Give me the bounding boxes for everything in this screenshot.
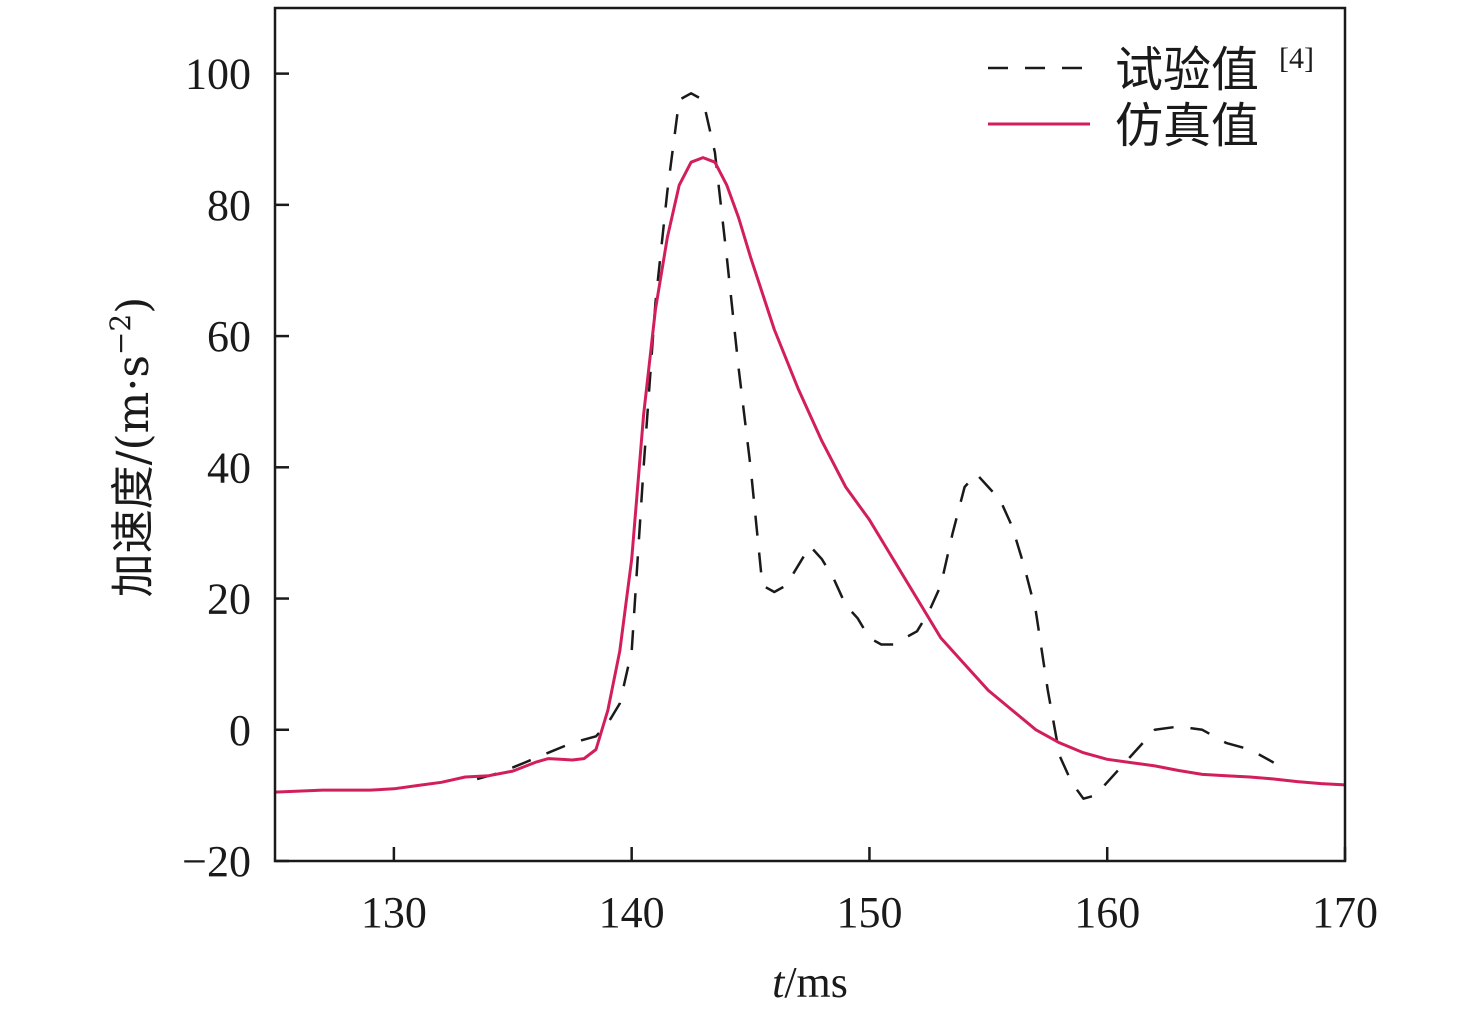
y-axis-title-main: 加速度/(m·s [108, 355, 159, 597]
y-tick-label: 0 [229, 706, 251, 755]
x-tick-label: 170 [1312, 888, 1378, 937]
y-axis-title: 加速度/(m·s−2) [104, 297, 159, 598]
y-axis-title-exponent: −2 [104, 314, 137, 355]
x-axis: 130 140 150 160 170 [361, 847, 1378, 937]
y-tick-label: 40 [207, 443, 251, 492]
x-tick-label: 160 [1074, 888, 1140, 937]
legend-label-simulation: 仿真值 [1115, 98, 1259, 154]
legend: 试验值 [4] 仿真值 [988, 42, 1314, 154]
y-axis: −20 0 20 40 60 80 100 [182, 50, 289, 886]
x-tick-label: 150 [836, 888, 902, 937]
legend-label-experiment: 试验值 [1115, 42, 1259, 98]
y-tick-label: 80 [207, 181, 251, 230]
x-axis-title-unit: /ms [784, 958, 848, 1007]
legend-ref-experiment: [4] [1279, 42, 1314, 75]
x-axis-title: t/ms [772, 958, 848, 1007]
plot-lines [274, 92, 1346, 800]
x-tick-label: 130 [361, 888, 427, 937]
series-line-experiment [476, 92, 1275, 800]
y-tick-label: 100 [185, 50, 251, 99]
y-tick-label: 20 [207, 575, 251, 624]
y-tick-label: −20 [182, 837, 251, 886]
y-tick-label: 60 [207, 312, 251, 361]
x-axis-title-var: t [772, 958, 786, 1007]
y-axis-title-close: ) [108, 297, 159, 314]
x-tick-label: 140 [599, 888, 665, 937]
plot-frame [273, 6, 1347, 863]
series-line-simulation [274, 156, 1346, 794]
